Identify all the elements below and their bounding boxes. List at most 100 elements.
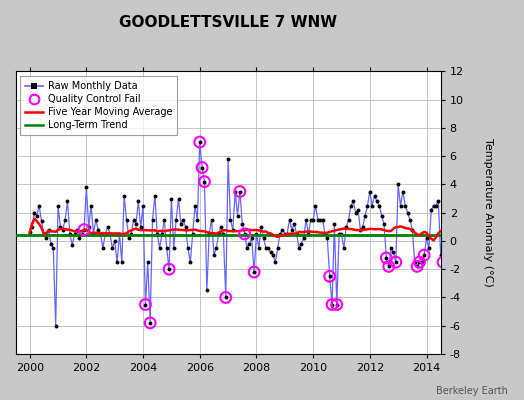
Point <box>89 231 97 237</box>
Point <box>389 249 398 256</box>
Point <box>165 266 173 272</box>
Point <box>361 212 369 219</box>
Point <box>111 238 119 244</box>
Legend: Raw Monthly Data, Quality Control Fail, Five Year Moving Average, Long-Term Tren: Raw Monthly Data, Quality Control Fail, … <box>20 76 177 135</box>
Point <box>132 221 140 227</box>
Point <box>255 245 263 251</box>
Point <box>328 301 336 308</box>
Point <box>82 184 91 190</box>
Point <box>42 235 50 241</box>
Point <box>47 240 55 247</box>
Point <box>63 198 72 205</box>
Point <box>28 224 36 230</box>
Point <box>59 226 67 233</box>
Point <box>195 139 204 145</box>
Point <box>335 231 343 237</box>
Point <box>382 255 390 261</box>
Point <box>219 231 227 237</box>
Point <box>380 221 388 227</box>
Point <box>141 301 150 308</box>
Point <box>200 178 209 185</box>
Point <box>261 245 270 251</box>
Point <box>427 207 435 213</box>
Point <box>181 224 190 230</box>
Point <box>358 224 367 230</box>
Point <box>354 207 362 213</box>
Point <box>401 202 409 209</box>
Point <box>236 188 244 195</box>
Point <box>117 259 126 265</box>
Point <box>75 235 83 241</box>
Point <box>278 226 287 233</box>
Point <box>217 224 225 230</box>
Point <box>300 235 308 241</box>
Point <box>51 322 60 329</box>
Point <box>241 231 249 237</box>
Point <box>420 252 428 258</box>
Point <box>328 301 336 308</box>
Point <box>35 202 43 209</box>
Point <box>120 192 128 199</box>
Point <box>297 240 305 247</box>
Point <box>129 216 138 223</box>
Point <box>290 221 299 227</box>
Point <box>441 231 450 237</box>
Point <box>259 235 268 241</box>
Point <box>236 188 244 195</box>
Point <box>399 188 407 195</box>
Point <box>101 231 110 237</box>
Point <box>238 221 246 227</box>
Point <box>266 249 275 256</box>
Point <box>309 216 318 223</box>
Point <box>347 202 355 209</box>
Point <box>115 231 124 237</box>
Point <box>321 231 329 237</box>
Point <box>54 202 62 209</box>
Point <box>153 231 161 237</box>
Point <box>280 231 289 237</box>
Point <box>123 216 131 223</box>
Point <box>203 287 211 294</box>
Point <box>205 231 213 237</box>
Point <box>373 198 381 205</box>
Point <box>186 259 194 265</box>
Point <box>241 231 249 237</box>
Point <box>439 259 447 265</box>
Point <box>37 218 46 224</box>
Point <box>292 231 301 237</box>
Point <box>439 259 447 265</box>
Point <box>382 255 390 261</box>
Point <box>252 231 260 237</box>
Point <box>233 212 242 219</box>
Point <box>40 231 48 237</box>
Point <box>87 202 95 209</box>
Point <box>222 294 230 301</box>
Point <box>446 255 454 261</box>
Point <box>394 181 402 188</box>
Point <box>165 266 173 272</box>
Point <box>193 216 202 223</box>
Point <box>73 226 81 233</box>
Point <box>30 210 39 216</box>
Point <box>184 245 192 251</box>
Point <box>344 216 353 223</box>
Y-axis label: Temperature Anomaly (°C): Temperature Anomaly (°C) <box>483 138 493 287</box>
Point <box>307 216 315 223</box>
Point <box>323 235 332 241</box>
Point <box>413 263 421 270</box>
Point <box>68 242 77 248</box>
Point <box>377 212 386 219</box>
Point <box>151 192 159 199</box>
Point <box>387 245 395 251</box>
Point <box>139 202 147 209</box>
Point <box>49 245 58 251</box>
Point <box>403 210 412 216</box>
Point <box>302 216 310 223</box>
Point <box>231 188 239 195</box>
Point <box>449 252 457 258</box>
Point <box>222 294 230 301</box>
Point <box>198 164 206 171</box>
Point <box>422 235 431 241</box>
Point <box>96 231 105 237</box>
Point <box>415 259 423 265</box>
